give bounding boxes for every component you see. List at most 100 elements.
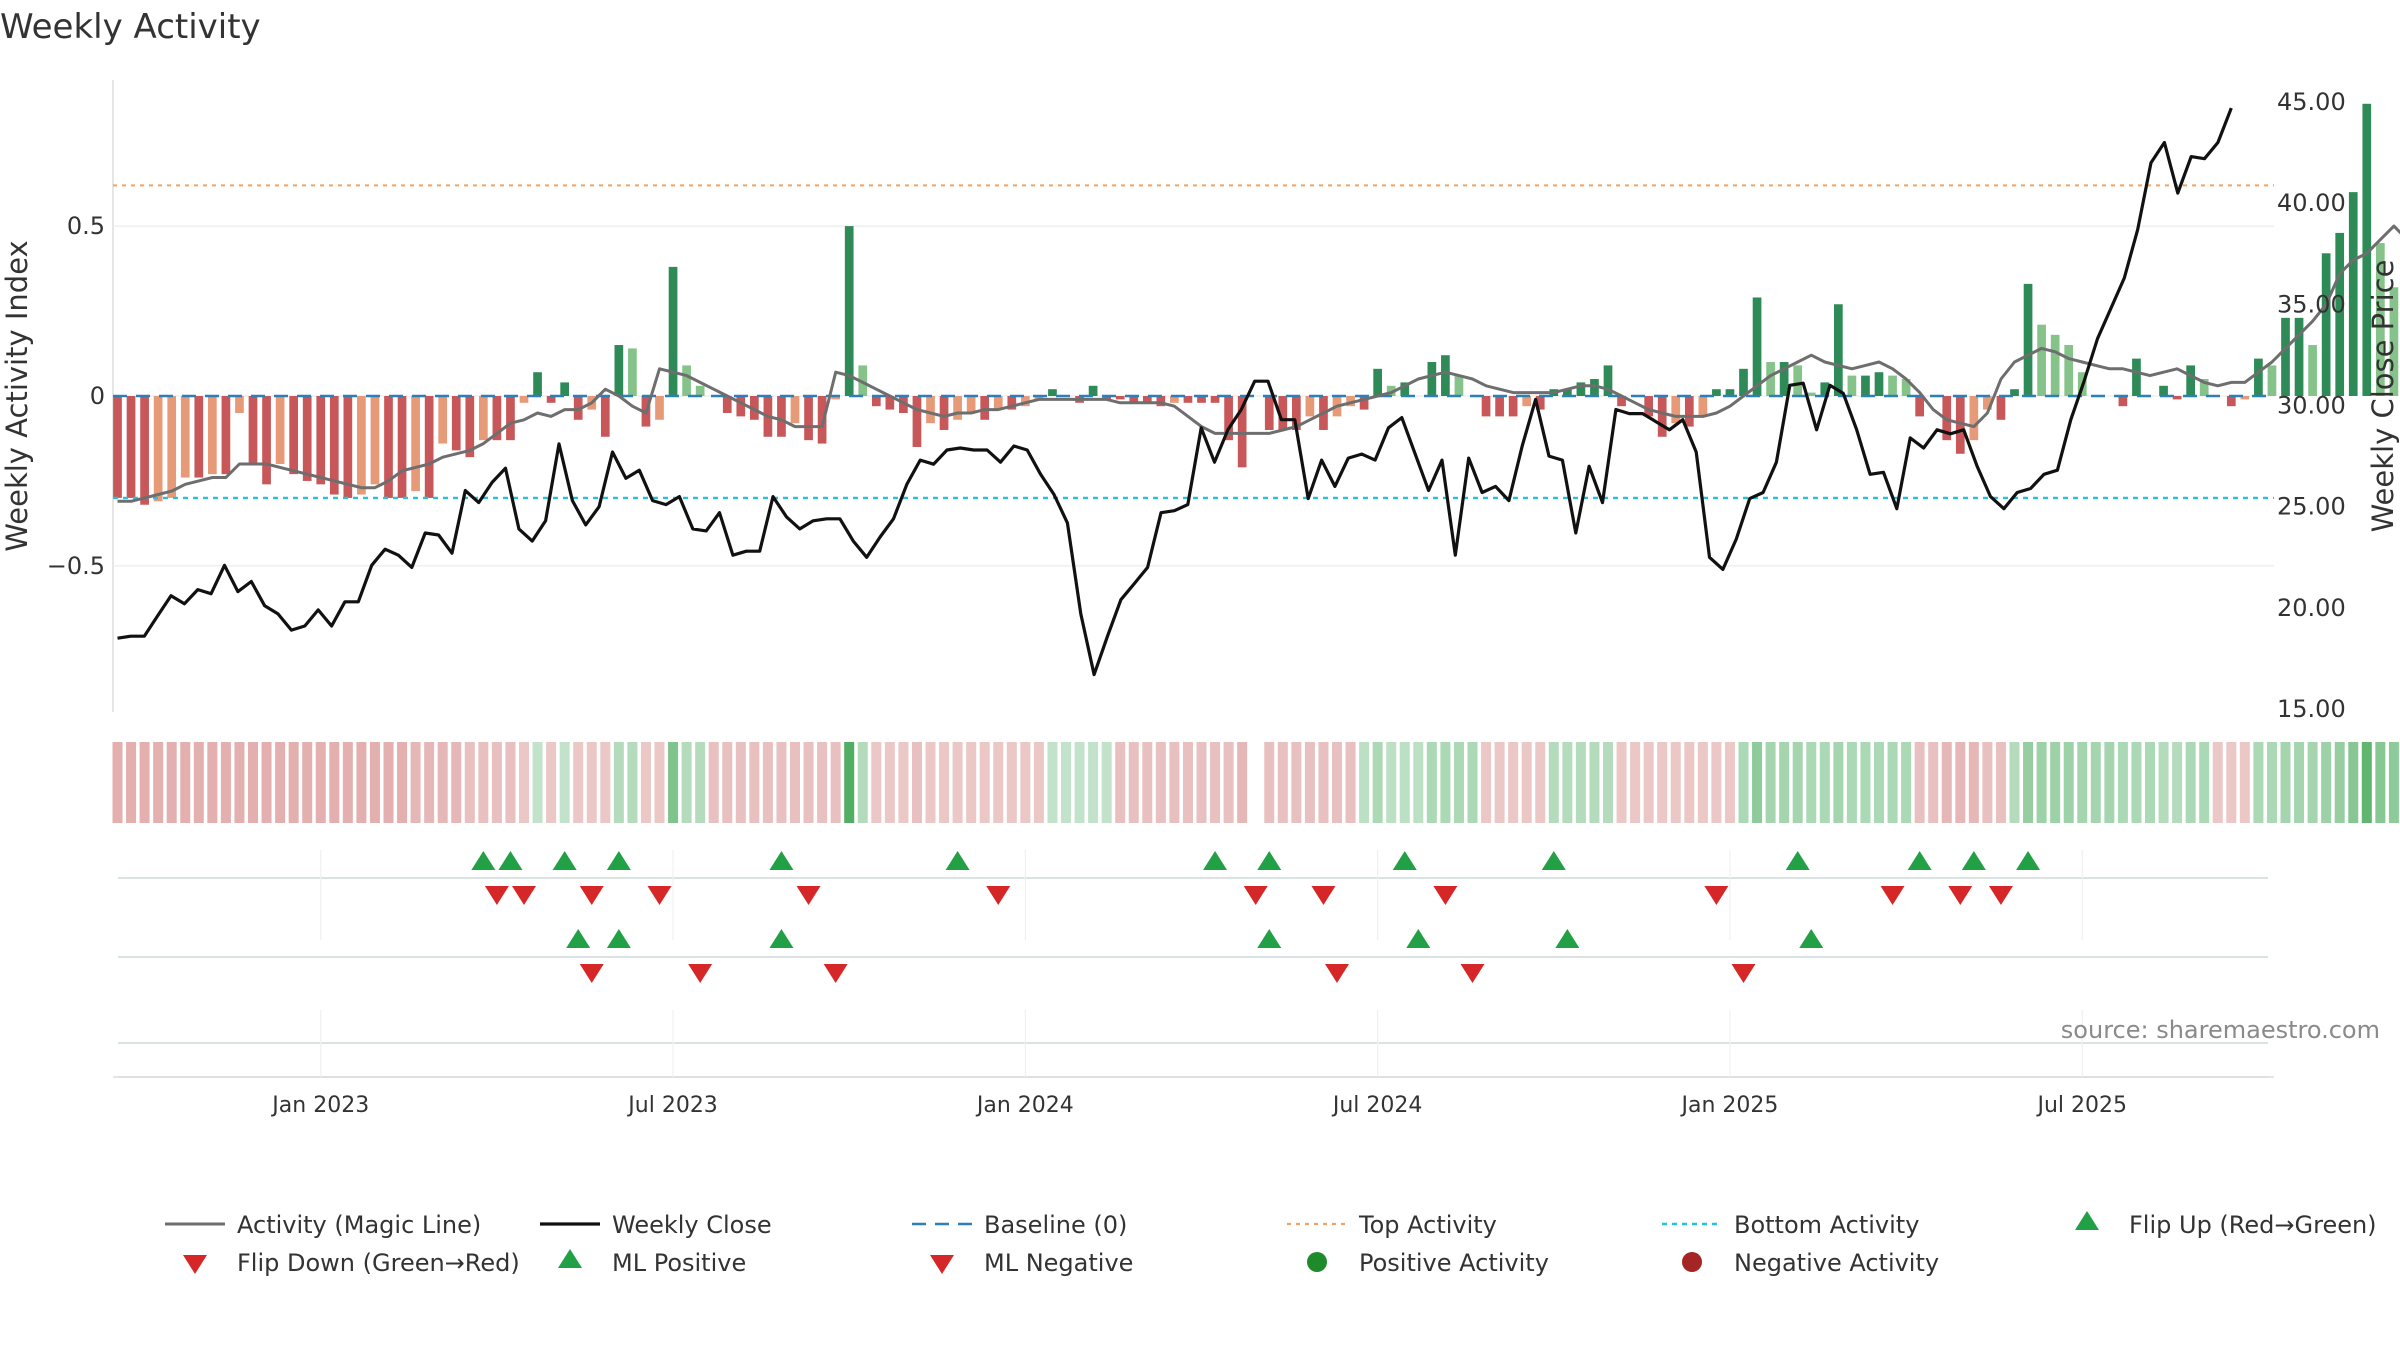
flip-down-marker bbox=[1433, 886, 1458, 905]
activity-bar bbox=[153, 396, 163, 502]
ml-negative-marker bbox=[1325, 964, 1349, 983]
activity-bar bbox=[1820, 382, 1830, 396]
legend-item: Negative Activity bbox=[1682, 1249, 1939, 1277]
activity-bar bbox=[1007, 396, 1017, 410]
activity-bar bbox=[1102, 396, 1111, 400]
strip-cell bbox=[1548, 742, 1559, 823]
activity-bar bbox=[1156, 396, 1166, 407]
strip-cell bbox=[1467, 742, 1478, 823]
activity-bar bbox=[329, 396, 339, 495]
strip-cell bbox=[2294, 742, 2305, 823]
ml-positive-marker bbox=[1257, 929, 1282, 948]
strip-cell bbox=[302, 742, 313, 823]
activity-bar bbox=[302, 396, 312, 481]
strip-cell bbox=[2023, 742, 2034, 823]
strip-cell bbox=[1440, 742, 1451, 823]
activity-bar bbox=[451, 396, 461, 451]
activity-bar bbox=[262, 396, 271, 485]
activity-bar bbox=[275, 396, 285, 464]
legend-label: Top Activity bbox=[1358, 1211, 1497, 1239]
strip-cell bbox=[1210, 742, 1221, 823]
strip-cell bbox=[1779, 742, 1790, 823]
strip-cell bbox=[1955, 742, 1966, 823]
activity-bar bbox=[2186, 365, 2195, 396]
activity-bar bbox=[2389, 287, 2399, 396]
strip-cell bbox=[2199, 742, 2210, 823]
activity-bar bbox=[343, 396, 353, 498]
strip-cell bbox=[1643, 742, 1654, 823]
strip-cell bbox=[424, 742, 435, 823]
flip-down-marker bbox=[647, 886, 672, 905]
activity-bar bbox=[2172, 396, 2182, 400]
strip-cell bbox=[342, 742, 353, 823]
strip-cell bbox=[1860, 742, 1871, 823]
x-tick-label: Jan 2023 bbox=[270, 1093, 369, 1118]
strip-cell bbox=[979, 742, 990, 823]
legend-item: ML Negative bbox=[930, 1249, 1133, 1277]
activity-panel: 0.5 0 −0.5 45.00 40.00 35.00 30.00 25.00 20.00 1… bbox=[0, 80, 2400, 723]
strip-cell bbox=[817, 742, 828, 823]
strip-cell bbox=[1792, 742, 1803, 823]
strip-cell bbox=[1453, 742, 1464, 823]
strip-cell bbox=[844, 742, 855, 823]
legend-swatch bbox=[930, 1255, 954, 1274]
strip-cell bbox=[1426, 742, 1437, 823]
activity-bar bbox=[533, 372, 542, 396]
strip-cell bbox=[1033, 742, 1044, 823]
legend-item: Flip Down (Green→Red) bbox=[183, 1249, 520, 1277]
strip-cell bbox=[1806, 742, 1817, 823]
strip-cell bbox=[1155, 742, 1166, 823]
activity-bar bbox=[411, 396, 420, 492]
legend-label: Negative Activity bbox=[1734, 1249, 1939, 1277]
activity-bar bbox=[600, 396, 610, 437]
activity-bar bbox=[1142, 396, 1152, 403]
flip-up-marker bbox=[1257, 851, 1282, 870]
activity-bar bbox=[1508, 396, 1518, 417]
legend-item: Weekly Close bbox=[540, 1211, 772, 1239]
strip-cell bbox=[1386, 742, 1397, 823]
strip-cell bbox=[681, 742, 692, 823]
activity-bar bbox=[1346, 396, 1355, 407]
activity-bar bbox=[871, 396, 881, 407]
activity-bar bbox=[2132, 358, 2141, 396]
activity-bar bbox=[777, 396, 786, 437]
strip-cell bbox=[180, 742, 191, 823]
strip-cell bbox=[2253, 742, 2264, 823]
strip-cell bbox=[153, 742, 164, 823]
activity-bar bbox=[167, 396, 177, 498]
activity-bar bbox=[885, 396, 895, 410]
strip-cell bbox=[1088, 742, 1099, 823]
activity-bar bbox=[2267, 365, 2277, 396]
strip-cell bbox=[735, 742, 746, 823]
legend-item: Positive Activity bbox=[1307, 1249, 1549, 1277]
strip-cell bbox=[2334, 742, 2345, 823]
activity-bar bbox=[2010, 389, 2019, 396]
left-axis-title: Weekly Activity Index bbox=[0, 240, 34, 551]
strip-cell bbox=[857, 742, 868, 823]
flip-down-marker bbox=[1948, 886, 1973, 905]
activity-bar bbox=[1427, 362, 1437, 396]
activity-bar bbox=[438, 396, 448, 444]
activity-bar bbox=[1712, 389, 1721, 396]
strip-cell bbox=[519, 742, 529, 823]
activity-bar bbox=[1752, 297, 1762, 396]
legend-swatch bbox=[2075, 1211, 2099, 1230]
activity-bar bbox=[492, 396, 502, 441]
strip-cell bbox=[356, 742, 367, 823]
flip-up-marker bbox=[1203, 851, 1228, 870]
flip-up-marker bbox=[769, 851, 794, 870]
activity-bar bbox=[2023, 283, 2033, 396]
activity-bar bbox=[1657, 396, 1667, 437]
activity-bar bbox=[1915, 396, 1924, 417]
activity-bar bbox=[817, 396, 827, 444]
strip-cell bbox=[640, 742, 651, 823]
activity-bar bbox=[1048, 389, 1057, 396]
activity-bar bbox=[235, 396, 244, 413]
activity-bar bbox=[1129, 396, 1139, 403]
activity-bar bbox=[1170, 396, 1179, 403]
activity-bar bbox=[2348, 192, 2358, 396]
strip-cell bbox=[613, 742, 624, 823]
activity-bar bbox=[1522, 396, 1532, 407]
activity-bar bbox=[316, 396, 326, 485]
